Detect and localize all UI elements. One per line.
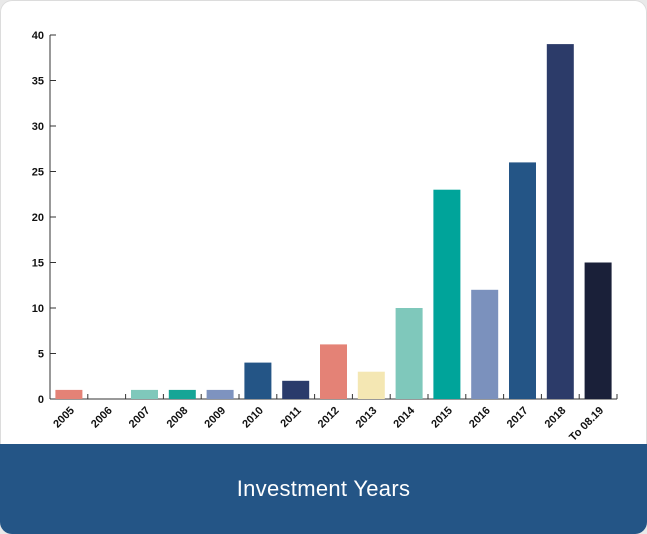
y-tick-label: 35 (32, 76, 44, 88)
x-tick-label: 2013 (354, 405, 380, 431)
bar-2015 (433, 189, 461, 399)
x-tick-label: 2012 (316, 405, 342, 431)
x-tick-label: 2006 (89, 405, 115, 431)
x-tick-label: 2010 (240, 405, 266, 431)
bar-to-08-19 (584, 262, 612, 399)
x-tick-label: 2017 (505, 405, 531, 431)
bar-2010 (244, 362, 272, 399)
x-tick-label: 2011 (278, 405, 303, 430)
bar-2016 (471, 289, 499, 399)
bar-2011 (282, 380, 310, 399)
y-tick-label: 0 (38, 394, 44, 406)
bar-2005 (55, 389, 83, 399)
x-tick-label: To 08.19 (567, 405, 606, 444)
bar-2013 (357, 371, 385, 399)
x-tick-label: 2016 (467, 405, 493, 431)
y-tick-label: 20 (32, 212, 44, 224)
bar-2018 (546, 44, 574, 399)
x-tick-label: 2014 (391, 404, 417, 430)
bar-2012 (320, 344, 347, 399)
x-tick-label: 2005 (51, 405, 77, 431)
y-tick-label: 10 (32, 303, 44, 315)
bar-chart: 0 5 10 15 20 25 30 35 40 2005 2006 2007 2008 2009 2010… (32, 30, 618, 444)
x-tick-label: 2009 (202, 405, 228, 431)
bar-2014 (395, 308, 423, 399)
y-tick-label: 40 (32, 30, 44, 42)
y-tick-label: 30 (32, 121, 44, 133)
bar-2007 (131, 389, 158, 399)
y-tick-label: 25 (32, 167, 44, 179)
y-tick-label: 5 (38, 349, 44, 361)
x-tick-label: 2007 (127, 405, 153, 431)
chart-footer: Investment Years (0, 444, 647, 534)
x-tick-label: 2008 (165, 405, 191, 431)
chart-title: Investment Years (236, 476, 411, 501)
bar-2017 (509, 162, 536, 399)
y-tick-label: 15 (32, 258, 44, 270)
x-tick-label: 2015 (429, 405, 455, 431)
bar-2009 (206, 389, 234, 399)
bar-2008 (168, 389, 196, 399)
x-tick-label: 2018 (543, 405, 569, 431)
